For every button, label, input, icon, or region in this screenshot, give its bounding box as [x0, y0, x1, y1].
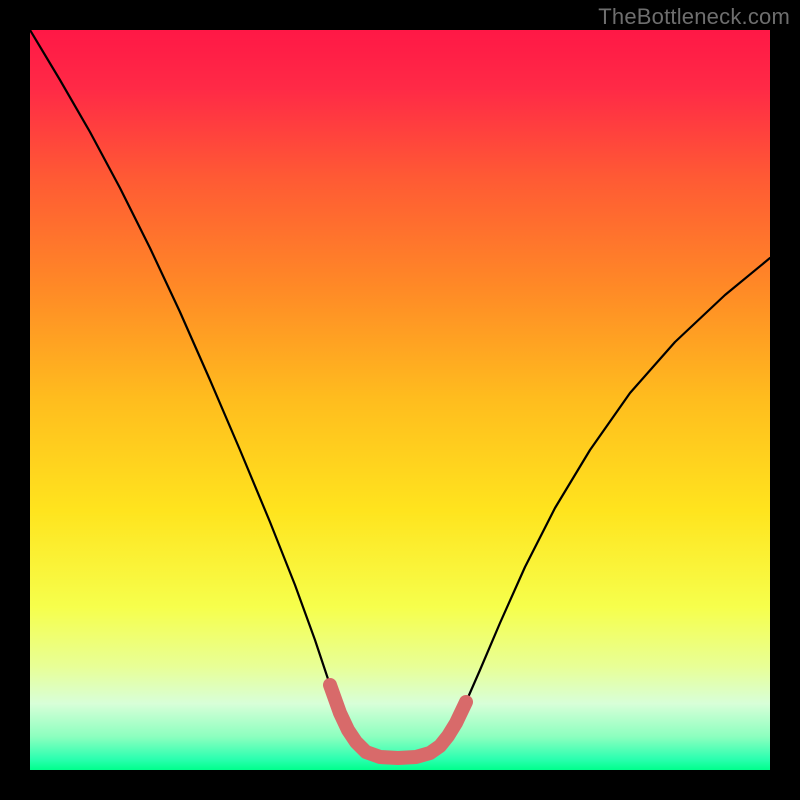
plot-area — [30, 30, 770, 770]
chart-frame: TheBottleneck.com — [0, 0, 800, 800]
watermark-text: TheBottleneck.com — [598, 4, 790, 30]
bottleneck-curve-chart — [30, 30, 770, 770]
gradient-background — [30, 30, 770, 770]
